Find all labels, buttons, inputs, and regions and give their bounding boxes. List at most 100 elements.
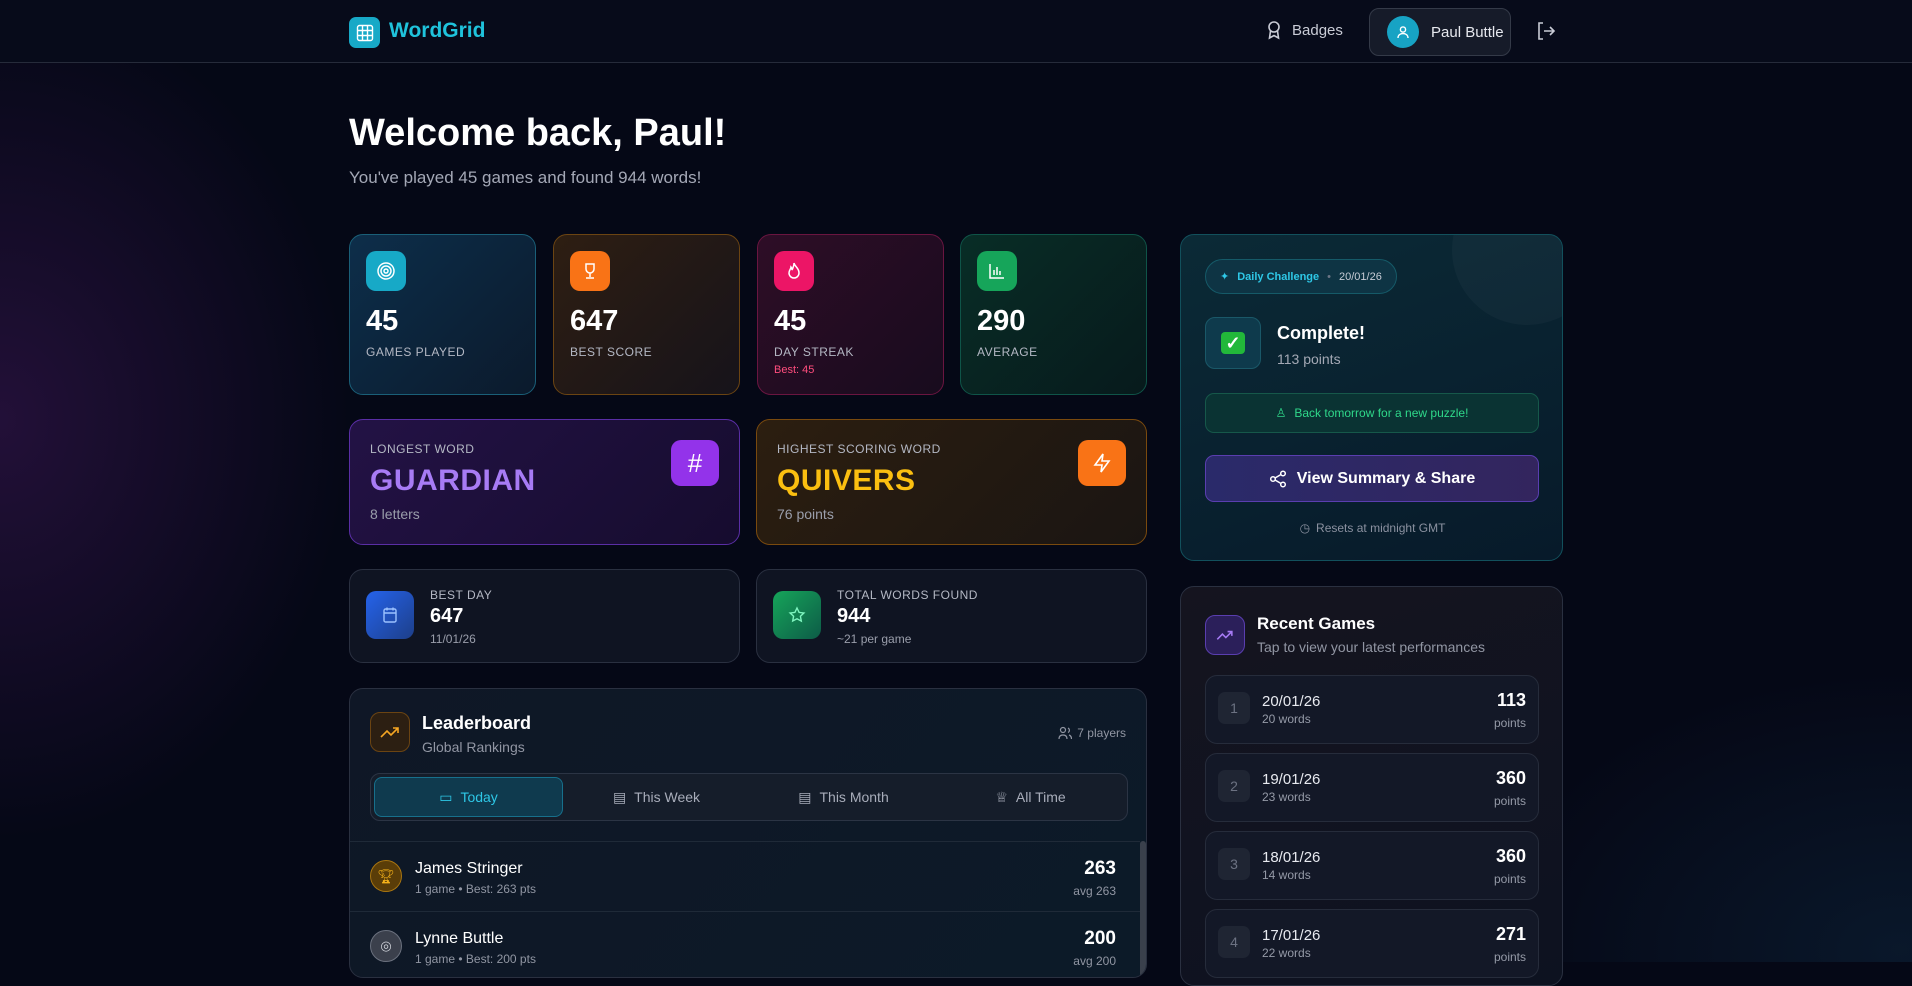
user-menu-button[interactable]: Paul Buttle (1369, 8, 1511, 56)
trending-up-icon (1205, 615, 1245, 655)
points-label: points (1493, 794, 1526, 808)
points-label: points (1493, 872, 1526, 886)
best-day-date: 11/01/26 (430, 632, 476, 646)
recent-game-row[interactable]: 1 20/01/26 20 words 113 points (1205, 675, 1539, 744)
challenge-points: 113 points (1277, 351, 1341, 367)
reset-text: Resets at midnight GMT (1316, 521, 1446, 535)
game-rank: 1 (1218, 692, 1250, 724)
tab-label: This Month (819, 789, 889, 805)
crown-icon: ♕ (995, 788, 1008, 805)
calendar-icon (366, 591, 414, 639)
highest-word-card: HIGHEST SCORING WORD QUIVERS 76 points (756, 419, 1147, 545)
game-points: 360 (1495, 768, 1526, 788)
logout-icon[interactable] (1535, 20, 1557, 47)
challenge-date: 20/01/26 (1339, 270, 1382, 283)
longest-word-card: LONGEST WORD GUARDIAN 8 letters # (349, 419, 740, 545)
badges-link[interactable]: Badges (1266, 20, 1343, 40)
game-rank: 4 (1218, 926, 1250, 958)
tab-today[interactable]: ▭ Today (374, 777, 563, 817)
leaderboard-row[interactable]: ◎ Lynne Buttle 1 game • Best: 200 pts 20… (350, 911, 1140, 977)
points-label: points (1493, 950, 1526, 964)
longest-word: GUARDIAN (370, 464, 536, 497)
recent-game-row[interactable]: 4 17/01/26 22 words 271 points (1205, 909, 1539, 978)
total-words-label: TOTAL WORDS FOUND (837, 588, 978, 602)
recent-games-panel: Recent Games Tap to view your latest per… (1180, 586, 1563, 986)
target-icon (366, 251, 406, 291)
game-date: 18/01/26 (1262, 849, 1321, 866)
tab-this-month[interactable]: ▤ This Month (750, 777, 937, 817)
stat-day-streak: 45 DAY STREAK Best: 45 (757, 234, 944, 395)
leaderboard-tabs: ▭ Today ▤ This Week ▤ This Month ♕ All Time (370, 773, 1128, 821)
stat-games-played: 45 GAMES PLAYED (349, 234, 536, 395)
leaderboard-row[interactable]: 🏆︎ James Stringer 1 game • Best: 263 pts… (350, 841, 1140, 911)
tab-this-week[interactable]: ▤ This Week (563, 777, 750, 817)
recent-games-subtitle: Tap to view your latest performances (1257, 639, 1485, 655)
game-date: 20/01/26 (1262, 693, 1321, 710)
notice-text: Back tomorrow for a new puzzle! (1294, 406, 1469, 420)
calendar-icon: ▤ (612, 788, 627, 805)
stat-value: 290 (977, 305, 1026, 337)
hash-icon: # (671, 440, 719, 486)
view-summary-share-button[interactable]: View Summary & Share (1205, 455, 1539, 502)
share-icon (1269, 469, 1286, 488)
player-meta: 1 game • Best: 200 pts (415, 952, 536, 966)
recent-game-row[interactable]: 2 19/01/26 23 words 360 points (1205, 753, 1539, 822)
tab-label: This Week (634, 789, 701, 805)
stat-value: 45 (366, 305, 399, 337)
next-puzzle-notice: ♙ Back tomorrow for a new puzzle! (1205, 393, 1539, 433)
points-label: points (1493, 716, 1526, 730)
words-per-game: ~21 per game (837, 632, 912, 646)
sparkles-icon: ✦ (1220, 271, 1230, 283)
best-day-label: BEST DAY (430, 588, 493, 602)
lightning-icon (1078, 440, 1126, 486)
longest-word-length: 8 letters (370, 506, 420, 522)
tab-all-time[interactable]: ♕ All Time (937, 777, 1124, 817)
stat-label: BEST SCORE (570, 345, 653, 359)
award-icon (1268, 21, 1280, 40)
leaderboard-subtitle: Global Rankings (422, 739, 525, 755)
longest-word-label: LONGEST WORD (370, 442, 475, 456)
stat-value: 647 (570, 305, 619, 337)
recent-game-row[interactable]: 3 18/01/26 14 words 360 points (1205, 831, 1539, 900)
grid-logo-icon[interactable] (349, 17, 380, 48)
highest-word-points: 76 points (777, 506, 834, 522)
page-title: Welcome back, Paul! (349, 112, 727, 154)
scrollbar[interactable] (1140, 841, 1146, 977)
clock-icon: ◷ (1299, 521, 1311, 535)
player-meta: 1 game • Best: 263 pts (415, 882, 536, 896)
game-words: 23 words (1262, 790, 1311, 804)
game-points: 360 (1495, 846, 1526, 866)
highest-word-label: HIGHEST SCORING WORD (777, 442, 941, 456)
badge-label: Daily Challenge (1237, 270, 1320, 283)
check-icon: ✓ (1205, 317, 1261, 369)
reset-info: ◷ Resets at midnight GMT (1181, 521, 1562, 535)
stat-best-score: 647 BEST SCORE (553, 234, 740, 395)
stat-label: GAMES PLAYED (366, 345, 466, 359)
challenge-status: Complete! (1277, 323, 1366, 343)
player-name: James Stringer (415, 860, 523, 877)
best-day-card: BEST DAY 647 11/01/26 (349, 569, 740, 663)
game-points: 113 (1496, 690, 1526, 710)
leaderboard-panel: Leaderboard Global Rankings 7 players ▭ T… (349, 688, 1147, 978)
stat-label: DAY STREAK (774, 345, 854, 359)
app-name[interactable]: WordGrid (389, 19, 486, 42)
award-icon: ♙ (1275, 406, 1287, 420)
daily-challenge-card: ✦ Daily Challenge • 20/01/26 ✓ Complete!… (1180, 234, 1563, 561)
badges-label: Badges (1292, 21, 1343, 39)
button-label: View Summary & Share (1296, 469, 1476, 487)
separator-dot: • (1327, 270, 1331, 283)
game-rank: 3 (1218, 848, 1250, 880)
player-count-text: 7 players (1077, 726, 1126, 740)
tab-label: All Time (1015, 789, 1066, 805)
calendar-icon: ▭ (439, 788, 453, 805)
users-icon (1058, 726, 1073, 740)
leaderboard-title: Leaderboard (422, 713, 532, 733)
best-day-value: 647 (430, 605, 464, 627)
highest-word: QUIVERS (777, 464, 916, 497)
player-count: 7 players (1058, 726, 1126, 740)
stat-value: 45 (774, 305, 807, 337)
trophy-icon: 🏆︎ (370, 860, 402, 892)
game-words: 14 words (1262, 868, 1311, 882)
game-points: 271 (1495, 924, 1526, 944)
stat-label: AVERAGE (977, 345, 1038, 359)
